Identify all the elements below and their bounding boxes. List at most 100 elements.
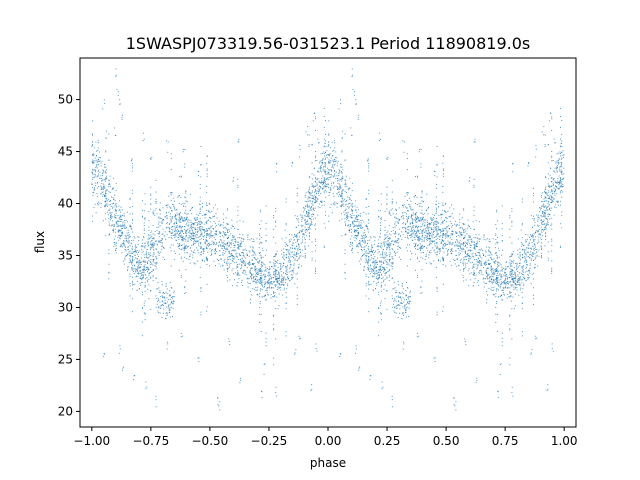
data-point (133, 251, 135, 253)
data-point (412, 223, 414, 225)
data-point (430, 218, 432, 220)
data-point (239, 220, 241, 222)
data-point (430, 217, 432, 219)
data-point (485, 262, 487, 264)
data-point (526, 266, 528, 268)
data-point (546, 224, 548, 226)
data-point (501, 269, 503, 271)
data-point (396, 239, 398, 241)
data-point (186, 229, 188, 231)
data-point (255, 281, 257, 283)
data-point (187, 245, 189, 247)
data-point (540, 237, 542, 239)
data-point (401, 318, 403, 320)
data-point (104, 195, 106, 197)
data-point (205, 235, 207, 237)
data-point (405, 224, 407, 226)
data-point (388, 242, 390, 244)
data-point (383, 262, 385, 264)
data-point (437, 233, 439, 235)
data-point (563, 173, 565, 175)
data-point (519, 284, 521, 286)
data-point (157, 297, 159, 299)
data-point (114, 205, 116, 207)
data-point (280, 262, 282, 264)
data-point (355, 218, 357, 220)
data-point (485, 272, 487, 274)
data-point (466, 233, 468, 235)
data-point (317, 190, 319, 192)
data-point (114, 228, 116, 230)
data-point (558, 162, 560, 164)
data-point (105, 192, 107, 194)
data-point (557, 180, 559, 182)
data-point (162, 245, 164, 247)
data-point (144, 285, 146, 287)
data-point (387, 245, 389, 247)
data-point (357, 214, 359, 216)
data-point (408, 307, 410, 309)
data-point (406, 294, 408, 296)
data-point (402, 227, 404, 229)
data-point (555, 207, 557, 209)
data-point (156, 244, 158, 246)
data-point (387, 235, 389, 237)
data-point (547, 221, 549, 223)
data-point (561, 179, 563, 181)
data-point (160, 221, 162, 223)
data-point (330, 203, 332, 205)
data-point (328, 155, 330, 157)
data-point (361, 235, 363, 237)
data-point (450, 215, 452, 217)
data-point (357, 234, 359, 236)
data-point (530, 234, 532, 236)
data-point (185, 235, 187, 237)
data-point (103, 187, 105, 189)
data-point (333, 149, 335, 151)
data-point (405, 206, 407, 208)
data-point (246, 254, 248, 256)
data-point (434, 220, 436, 222)
data-point (245, 249, 247, 251)
data-point (549, 209, 551, 211)
data-point (404, 305, 406, 307)
data-point (469, 258, 471, 260)
data-point (104, 200, 106, 202)
data-point (225, 228, 227, 230)
data-point (102, 183, 104, 185)
data-point (291, 269, 293, 271)
data-point (551, 207, 553, 209)
data-point (466, 242, 468, 244)
data-point (125, 235, 127, 237)
data-point (475, 242, 477, 244)
data-point (549, 214, 551, 216)
data-point (261, 247, 263, 249)
data-point (491, 268, 493, 270)
data-point (491, 281, 493, 283)
data-point (220, 259, 222, 261)
data-point (519, 283, 521, 285)
data-point (221, 247, 223, 249)
data-point (224, 247, 226, 249)
data-point (249, 251, 251, 253)
data-point (139, 270, 141, 272)
data-point (210, 234, 212, 236)
data-point (382, 276, 384, 278)
data-point (373, 267, 375, 269)
data-point (154, 262, 156, 264)
data-point (161, 234, 163, 236)
data-point (299, 214, 301, 216)
data-point (130, 228, 132, 230)
data-point (538, 255, 540, 257)
data-point (178, 230, 180, 232)
data-point (541, 192, 543, 194)
data-point (448, 249, 450, 251)
data-point (107, 214, 109, 216)
data-point (91, 184, 93, 186)
data-point (283, 287, 285, 289)
data-point (121, 232, 123, 234)
data-point (350, 225, 352, 227)
data-point (382, 257, 384, 259)
data-point (119, 217, 121, 219)
data-point (289, 241, 291, 243)
